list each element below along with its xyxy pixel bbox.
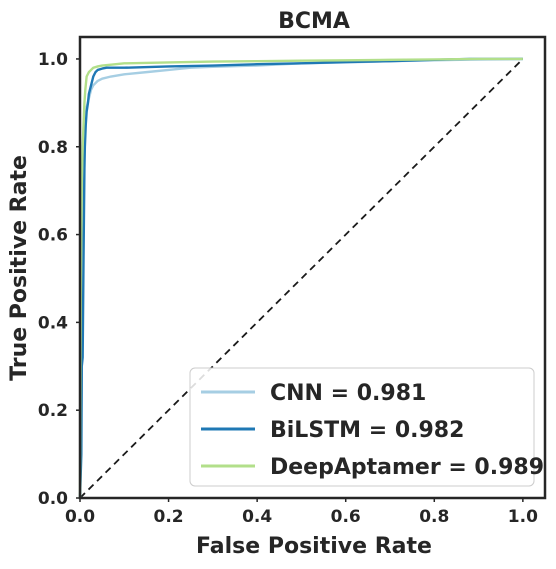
y-tick-label: 0.6	[38, 226, 68, 246]
x-tick-label: 0.8	[419, 507, 449, 527]
legend-label-2: DeepAptamer = 0.989	[270, 455, 544, 480]
y-axis-label: True Positive Rate	[7, 155, 32, 381]
diagonal-reference-line	[79, 58, 524, 499]
y-tick-label: 0.8	[38, 138, 68, 158]
legend: CNN = 0.981 BiLSTM = 0.982 DeepAptamer = 0…	[189, 367, 544, 487]
x-tick-label: 0.6	[331, 507, 361, 527]
chart-title: BCMA	[278, 9, 350, 34]
x-axis-label: False Positive Rate	[196, 534, 432, 559]
x-tick-label: 0.4	[242, 507, 272, 527]
x-tick-label: 1.0	[508, 507, 538, 527]
y-tick-label: 0.4	[38, 313, 68, 333]
x-tick-label: 0.2	[154, 507, 184, 527]
legend-label-0: CNN = 0.981	[270, 381, 426, 406]
y-tick-label: 0.2	[38, 401, 68, 421]
series-line-1	[78, 57, 523, 499]
x-axis-ticks: 0.0 0.2 0.4 0.6 0.8 1.0	[65, 498, 538, 527]
plot-frame	[78, 35, 547, 500]
y-tick-label: 1.0	[38, 50, 68, 70]
y-axis-ticks: 0.0 0.2 0.4 0.6 0.8 1.0	[38, 50, 80, 509]
series-line-2	[78, 57, 523, 499]
x-tick-label: 0.0	[65, 507, 95, 527]
legend-box	[189, 367, 535, 487]
diagonal-layer	[79, 58, 524, 499]
y-tick-label: 0.0	[38, 489, 68, 509]
series-layer	[78, 57, 523, 499]
legend-label-1: BiLSTM = 0.982	[270, 418, 464, 443]
